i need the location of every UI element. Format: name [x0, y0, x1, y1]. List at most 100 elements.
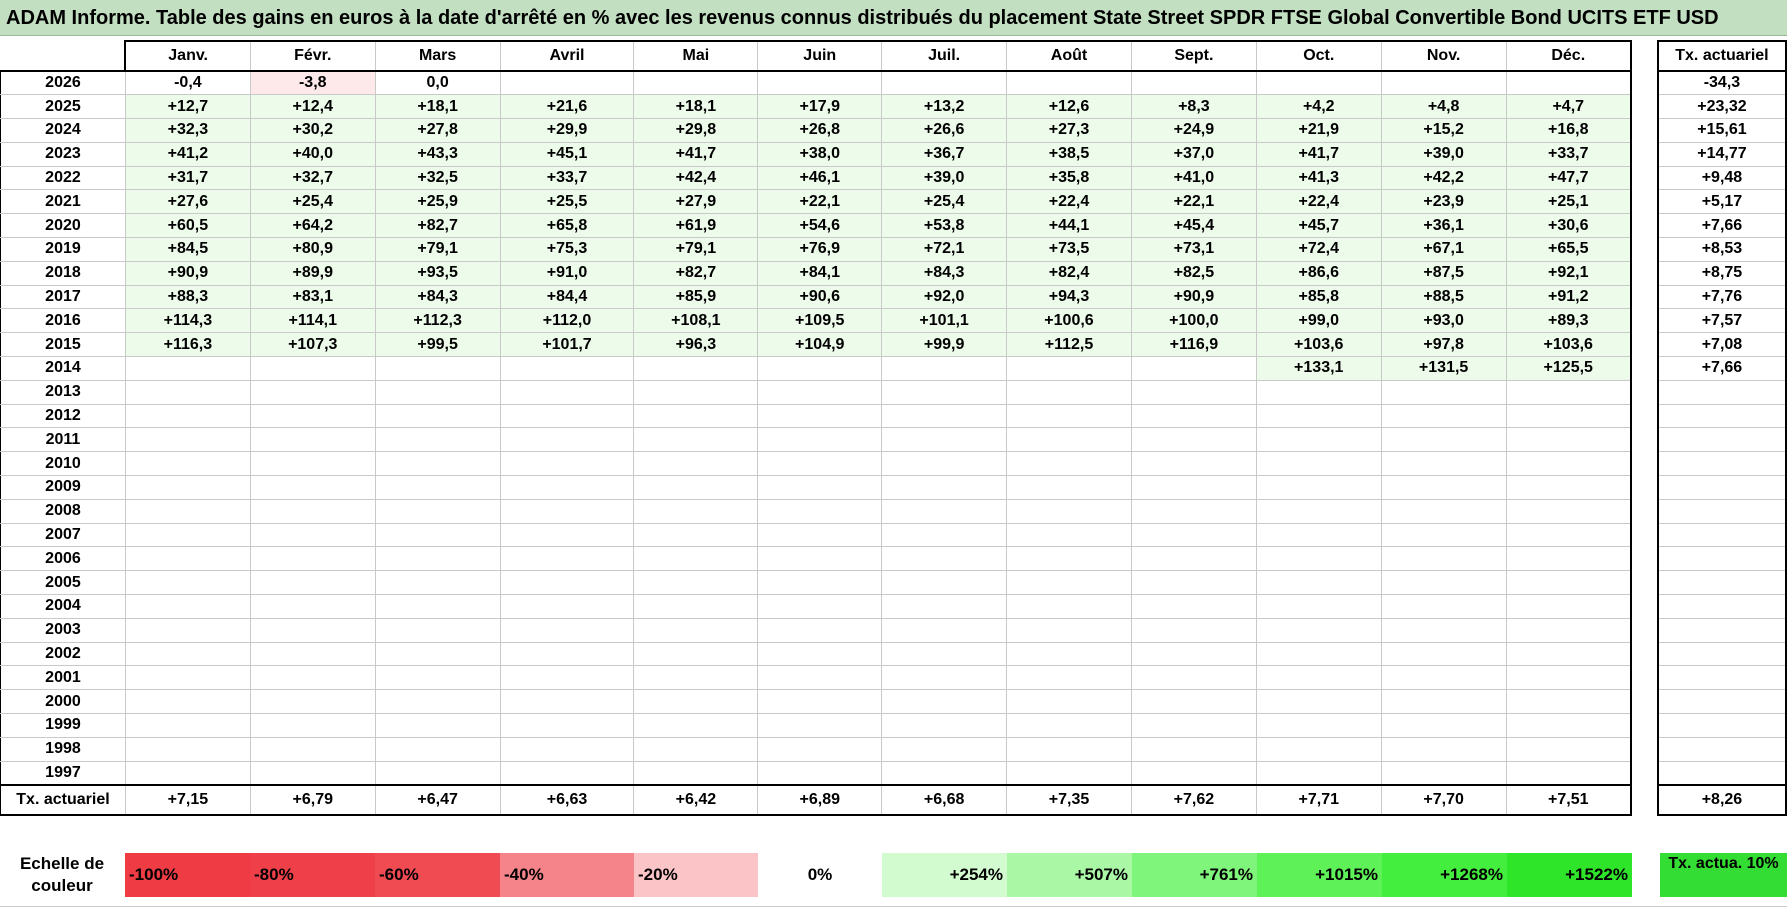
gain-cell: +41,3 [1255, 165, 1382, 191]
gain-cell: +84,4 [499, 284, 635, 310]
tx-row-label: Tx. actuariel [0, 783, 126, 816]
tx-cell [1656, 641, 1787, 667]
gain-cell: +112,3 [374, 308, 501, 334]
gain-cell [1130, 641, 1257, 667]
gain-cell [1006, 760, 1132, 786]
gain-cell [1505, 475, 1632, 500]
gap-cell [1630, 761, 1658, 785]
month-header: Janv. [124, 40, 251, 72]
gain-cell [374, 760, 501, 786]
gain-cell: +116,3 [124, 332, 251, 358]
gain-cell [1255, 403, 1382, 429]
gain-cell: +37,0 [1130, 141, 1257, 167]
gain-cell [1505, 427, 1632, 453]
header-row: Janv. Févr. Mars Avril Mai Juin Juil. Août Sept.… [0, 40, 1787, 72]
gain-cell [1006, 403, 1132, 429]
color-scale-swatch: -20% [634, 853, 758, 897]
gain-cell: +4,2 [1255, 94, 1382, 120]
gain-cell [1255, 665, 1382, 691]
month-header: Avril [499, 40, 635, 72]
gain-cell: +94,3 [1006, 284, 1132, 310]
gain-cell [881, 522, 1008, 548]
gap-cell [1630, 166, 1658, 190]
gain-cell [499, 356, 635, 381]
gain-cell: +41,7 [633, 141, 759, 167]
gain-cell [881, 736, 1008, 762]
gain-cell: +22,4 [1006, 189, 1132, 215]
month-header: Sept. [1130, 40, 1257, 72]
gain-cell: +23,9 [1380, 189, 1507, 215]
gain-cell: +90,6 [757, 284, 883, 310]
gain-cell: +30,2 [249, 118, 376, 143]
tx-cell [1656, 379, 1787, 405]
gain-cell [1255, 522, 1382, 548]
gain-cell: +44,1 [1006, 213, 1132, 239]
gain-cell: +65,8 [499, 213, 635, 239]
gain-cell [757, 713, 883, 738]
gain-cell: +99,9 [881, 332, 1008, 358]
year-row: 2011 [0, 427, 1787, 453]
gain-cell [249, 641, 376, 667]
gain-cell [1505, 665, 1632, 691]
gain-cell: +15,2 [1380, 118, 1507, 143]
gain-cell [881, 546, 1008, 572]
gain-cell [1006, 356, 1132, 381]
gain-cell [1006, 736, 1132, 762]
gain-cell [374, 356, 501, 381]
gain-cell [374, 475, 501, 500]
gain-cell [499, 594, 635, 619]
month-header: Déc. [1505, 40, 1632, 72]
gain-cell: +33,7 [1505, 141, 1632, 167]
gain-cell [881, 594, 1008, 619]
tx-header: Tx. actuariel [1656, 40, 1787, 72]
gain-cell [1006, 522, 1132, 548]
gain-cell [249, 427, 376, 453]
gain-cell: +93,5 [374, 260, 501, 286]
gain-cell [374, 736, 501, 762]
tx-month-cell: +7,35 [1006, 783, 1132, 816]
gain-cell [1380, 570, 1507, 596]
gain-cell: +83,1 [249, 284, 376, 310]
gap-cell [1630, 546, 1658, 571]
gain-cell [881, 356, 1008, 381]
gain-cell: +101,7 [499, 332, 635, 358]
gain-cell [757, 760, 883, 786]
gain-cell [881, 617, 1008, 643]
gain-cell [124, 522, 251, 548]
gain-cell [1130, 594, 1257, 619]
gain-cell [1130, 760, 1257, 786]
gain-cell [1130, 665, 1257, 691]
gain-cell [374, 641, 501, 667]
tx-month-cell: +7,51 [1505, 783, 1632, 816]
tx-cell [1656, 498, 1787, 524]
gain-cell [881, 379, 1008, 405]
gap-cell [1630, 41, 1658, 71]
gain-cell [1505, 379, 1632, 405]
year-label: 1997 [0, 760, 126, 786]
gain-cell [124, 689, 251, 715]
gain-cell [1130, 498, 1257, 524]
gain-cell: +27,6 [124, 189, 251, 215]
gain-cell [1006, 570, 1132, 596]
gain-cell [881, 713, 1008, 738]
gain-cell: +91,2 [1505, 284, 1632, 310]
gain-cell: +112,0 [499, 308, 635, 334]
gain-cell: +85,8 [1255, 284, 1382, 310]
gain-cell [499, 379, 635, 405]
gap-cell [1630, 784, 1658, 815]
gain-cell: +22,1 [1130, 189, 1257, 215]
year-row: 2018 +90,9 +89,9 +93,5 +91,0 +82,7 +84,1 +84,3 +… [0, 260, 1787, 286]
tx-cell [1656, 546, 1787, 572]
year-label: 2006 [0, 546, 126, 572]
year-label: 2015 [0, 332, 126, 358]
gain-cell [249, 594, 376, 619]
gain-cell [1380, 594, 1507, 619]
tx-month-cell: +6,79 [249, 783, 376, 816]
gain-cell [633, 498, 759, 524]
year-row: 2015 +116,3 +107,3 +99,5 +101,7 +96,3 +104,9 +9… [0, 332, 1787, 358]
year-label: 2000 [0, 689, 126, 715]
gain-cell: +89,3 [1505, 308, 1632, 334]
gap-cell [1630, 713, 1658, 738]
gap-cell [1630, 332, 1658, 357]
color-scale-swatch: +1522% [1507, 853, 1632, 897]
